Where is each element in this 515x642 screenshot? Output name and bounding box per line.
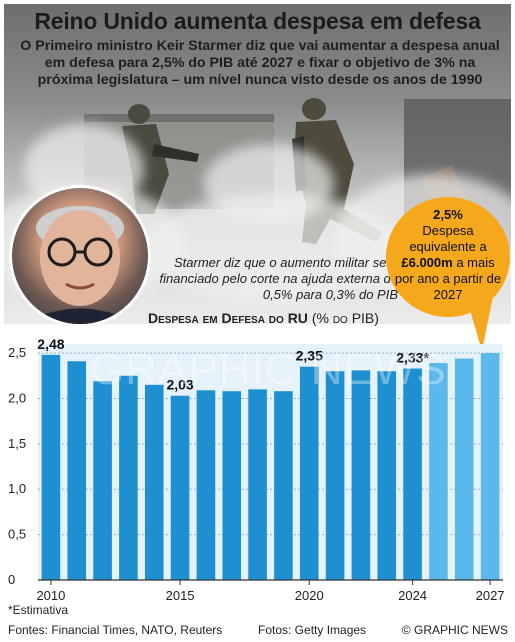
y-tick-label: 1,5 — [8, 436, 26, 451]
bar-2012 — [93, 381, 112, 580]
defense-spending-chart: 0 0,5 1,0 1,5 2,0 2,5 2,48 2,03 2,35 2,33* 2010 201… — [8, 336, 505, 603]
bar-2021 — [325, 371, 345, 580]
bar-2025 — [429, 363, 448, 580]
bar-2023 — [377, 371, 397, 580]
bar-2010 — [41, 354, 61, 580]
bubble-pointer — [468, 291, 494, 351]
x-tick-label: 2020 — [295, 588, 324, 603]
x-tick-label: 2010 — [36, 588, 65, 603]
data-label-2020: 2,35 — [296, 348, 323, 364]
bubble-text: 2,5% Despesa equivalente a £6.000m a mai… — [392, 207, 504, 303]
bar-2022 — [351, 370, 371, 580]
soldiers-photo — [4, 4, 511, 324]
x-tick-label: 2015 — [166, 588, 195, 603]
bubble-shape — [386, 197, 510, 317]
y-tick-label: 0,5 — [8, 527, 26, 542]
x-tick-label: 2024 — [398, 588, 427, 603]
chart-title-unit: (% do PIB) — [311, 310, 379, 326]
page-title: Reino Unido aumenta despesa em defesa — [34, 8, 481, 34]
chart-title: Despesa em Defesa do RU (% do PIB) — [148, 310, 379, 326]
bubble-period: a mais por ano a partir de 2027 — [394, 255, 502, 302]
bubble-desc: Despesa equivalente a — [409, 223, 487, 254]
starmer-portrait — [9, 185, 151, 327]
bar-2015 — [170, 395, 190, 580]
y-tick-label: 2,5 — [8, 345, 26, 360]
bubble-amount: £6.000m — [401, 255, 453, 270]
bar-2014 — [144, 384, 164, 580]
data-label-2024: 2,33* — [396, 350, 429, 366]
bar-2026 — [454, 358, 474, 580]
sources: Fontes: Financial Times, NATO, Reuters — [8, 623, 223, 637]
bar-2018 — [248, 389, 267, 580]
data-label-2010: 2,48 — [37, 336, 64, 352]
plot-background — [38, 344, 503, 580]
chart-title-main: Despesa em Defesa do RU — [148, 310, 308, 326]
bar-2016 — [196, 390, 216, 580]
photo-credit: Fotos: Getty Images — [258, 623, 367, 637]
callout-bubble: 2,5% Despesa equivalente a £6.000m a mai… — [384, 195, 512, 361]
data-label-2015: 2,03 — [166, 377, 193, 393]
bar-2027 — [480, 353, 500, 580]
y-tick-label: 2,0 — [8, 390, 26, 405]
x-tick-label: 2027 — [476, 588, 505, 603]
bar-2024 — [403, 368, 422, 580]
copyright: © GRAPHIC NEWS — [401, 623, 508, 637]
footnote: *Estimativa — [8, 603, 69, 617]
y-tick-label: 0 — [8, 572, 15, 587]
bar-2020 — [299, 366, 319, 580]
bar-2017 — [222, 391, 242, 580]
bar-2019 — [274, 391, 293, 580]
bar-2011 — [67, 361, 87, 580]
y-tick-label: 1,0 — [8, 481, 26, 496]
starmer-quote: Starmer diz que o aumento militar será f… — [159, 255, 398, 302]
page-subtitle: O Primeiro ministro Keir Starmer diz que… — [20, 38, 500, 88]
bar-2013 — [119, 375, 138, 580]
bubble-percent: 2,5% — [433, 207, 463, 222]
